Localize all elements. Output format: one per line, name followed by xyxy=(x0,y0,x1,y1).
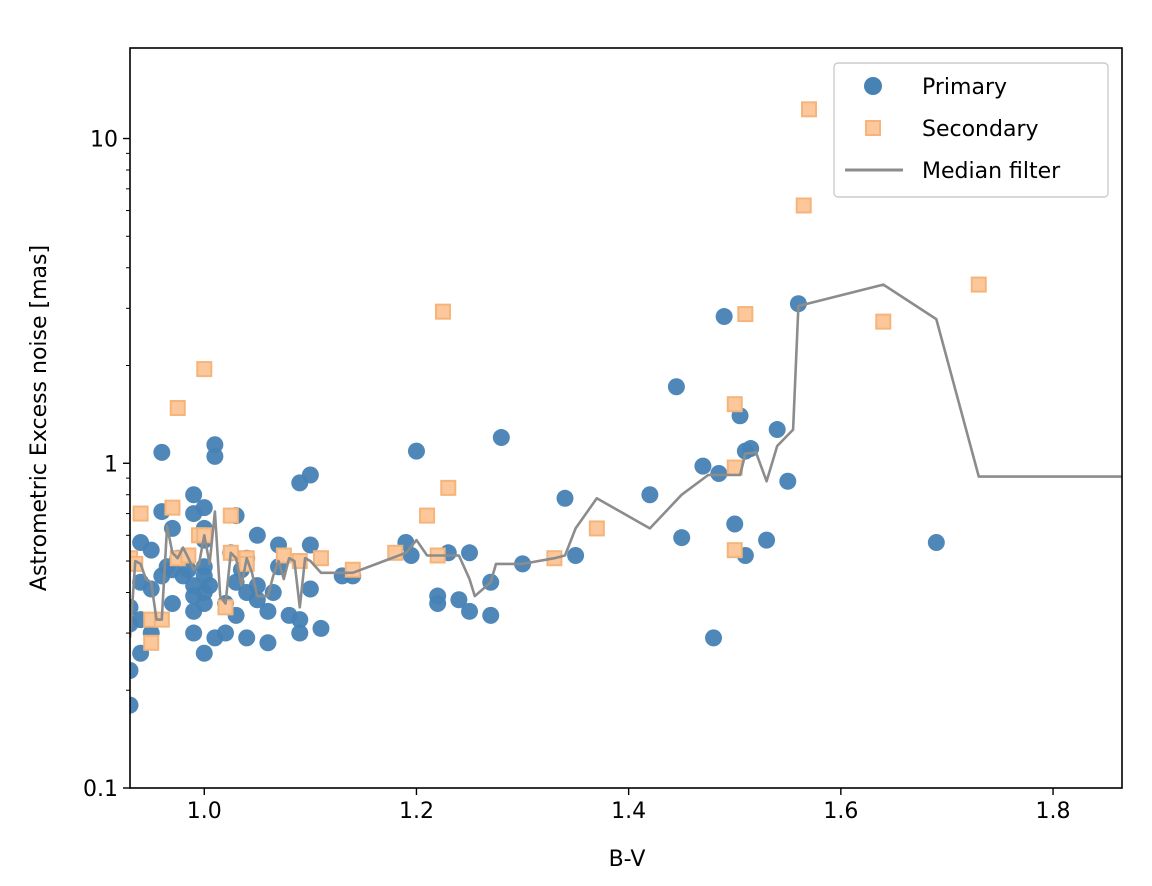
primary-point xyxy=(694,457,712,475)
secondary-point xyxy=(440,479,457,496)
primary-point xyxy=(402,546,420,564)
primary-point xyxy=(301,536,319,554)
primary-point xyxy=(779,472,797,490)
x-axis-label: B-V xyxy=(609,847,646,872)
primary-point xyxy=(567,546,585,564)
secondary-point xyxy=(434,303,451,320)
primary-point xyxy=(710,464,728,482)
secondary-point xyxy=(132,505,149,522)
y-tick-label: 0.1 xyxy=(83,777,118,802)
secondary-point xyxy=(795,197,812,214)
primary-point xyxy=(461,544,479,562)
primary-point xyxy=(259,602,277,620)
primary-point xyxy=(264,583,282,601)
secondary-point xyxy=(143,634,160,651)
primary-point xyxy=(407,442,425,460)
primary-point xyxy=(641,486,659,504)
primary-point xyxy=(130,662,139,680)
primary-point xyxy=(216,624,234,642)
primary-point xyxy=(259,634,277,652)
primary-point xyxy=(130,696,139,714)
plot-frame xyxy=(129,47,1123,789)
x-tick-label: 1.8 xyxy=(1036,799,1071,824)
primary-point xyxy=(195,644,213,662)
y-tick-label: 1 xyxy=(104,452,118,477)
series-median xyxy=(130,283,1122,638)
x-tick-label: 1.6 xyxy=(823,799,858,824)
primary-point xyxy=(163,594,181,612)
y-axis-label: Astrometric Excess noise [mas] xyxy=(27,245,52,591)
primary-point xyxy=(248,526,266,544)
primary-point xyxy=(667,378,685,396)
secondary-point xyxy=(164,499,181,516)
secondary-point xyxy=(419,507,436,524)
secondary-point xyxy=(275,547,292,564)
legend-secondary-marker xyxy=(865,120,881,136)
primary-point xyxy=(201,577,219,595)
primary-point xyxy=(142,541,160,559)
primary-point xyxy=(492,429,510,447)
primary-point xyxy=(301,580,319,598)
secondary-point xyxy=(801,101,818,118)
legend-secondary-label: Secondary xyxy=(922,117,1039,142)
primary-point xyxy=(726,515,744,533)
legend-median-label: Median filter xyxy=(922,159,1061,184)
secondary-point xyxy=(588,520,605,537)
primary-point xyxy=(195,499,213,517)
legend: Primary Secondary Median filter xyxy=(833,62,1109,198)
primary-point xyxy=(312,619,330,637)
primary-point xyxy=(185,624,203,642)
series-primary xyxy=(130,295,945,714)
primary-point xyxy=(789,295,807,313)
secondary-point xyxy=(222,507,239,524)
primary-point xyxy=(185,486,203,504)
primary-point xyxy=(206,436,224,454)
secondary-point xyxy=(970,276,987,293)
legend-primary-label: Primary xyxy=(922,75,1007,100)
secondary-point xyxy=(875,313,892,330)
x-axis-ticks: 1.0 1.2 1.4 1.6 1.8 xyxy=(187,788,1071,824)
primary-point xyxy=(153,443,171,461)
primary-point xyxy=(450,591,468,609)
primary-point xyxy=(301,466,319,484)
primary-point xyxy=(927,534,945,552)
median-filter-line xyxy=(130,283,1122,638)
legend-primary-marker xyxy=(864,77,882,95)
secondary-point xyxy=(196,361,213,378)
x-tick-label: 1.2 xyxy=(399,799,434,824)
primary-point xyxy=(673,529,691,547)
primary-point xyxy=(461,602,479,620)
primary-point xyxy=(291,624,309,642)
secondary-point xyxy=(737,306,754,323)
primary-point xyxy=(238,629,256,647)
primary-point xyxy=(482,606,500,624)
secondary-point xyxy=(169,399,186,416)
primary-point xyxy=(429,594,447,612)
y-tick-label: 10 xyxy=(90,128,118,153)
y-axis-ticks: 0.1 1 10 xyxy=(83,128,130,802)
legend-box xyxy=(833,62,1109,198)
primary-point xyxy=(758,531,776,549)
primary-point xyxy=(705,629,723,647)
secondary-point xyxy=(726,542,743,559)
x-tick-label: 1.4 xyxy=(611,799,646,824)
series-secondary xyxy=(130,101,987,651)
primary-point xyxy=(291,611,309,629)
primary-point xyxy=(768,421,786,439)
secondary-point xyxy=(312,550,329,567)
primary-point xyxy=(715,308,733,326)
x-tick-label: 1.0 xyxy=(187,799,222,824)
secondary-point xyxy=(726,396,743,413)
primary-point xyxy=(556,489,574,507)
